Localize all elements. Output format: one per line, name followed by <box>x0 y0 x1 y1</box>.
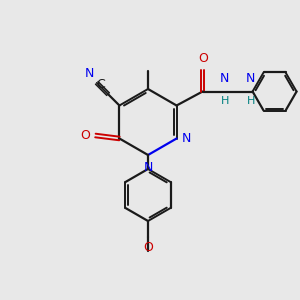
Text: O: O <box>80 129 90 142</box>
Text: N: N <box>143 161 153 174</box>
Text: O: O <box>199 52 208 64</box>
Text: O: O <box>143 241 153 254</box>
Text: C: C <box>96 78 105 91</box>
Text: N: N <box>84 67 94 80</box>
Text: H: H <box>246 97 255 106</box>
Text: N: N <box>220 73 229 85</box>
Text: N: N <box>182 132 191 145</box>
Text: N: N <box>246 73 255 85</box>
Text: H: H <box>220 97 229 106</box>
